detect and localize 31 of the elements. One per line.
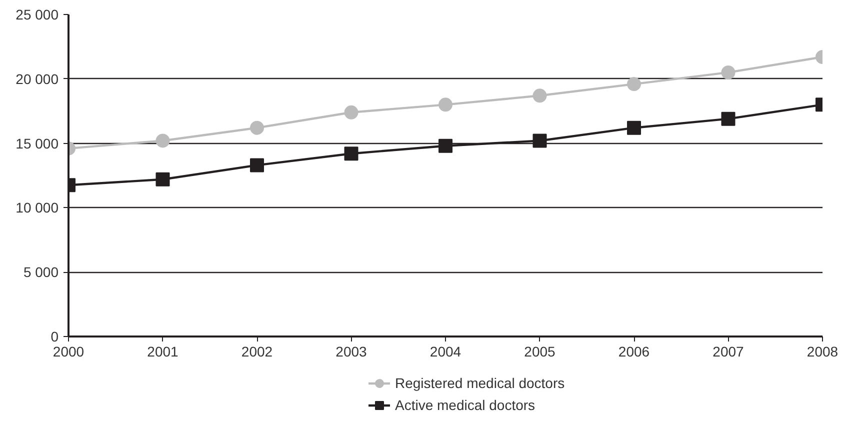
legend-label: Registered medical doctors bbox=[395, 375, 565, 391]
y-tick-label: 20 000 bbox=[16, 70, 59, 87]
x-tick-label: 2002 bbox=[241, 344, 273, 360]
point bbox=[250, 120, 264, 135]
y-tick-label: 0 bbox=[50, 328, 59, 344]
x-tick-label: 2005 bbox=[524, 344, 556, 360]
point bbox=[721, 112, 736, 126]
point bbox=[156, 172, 170, 186]
point bbox=[627, 120, 641, 135]
point bbox=[250, 158, 264, 172]
point bbox=[532, 134, 547, 148]
point bbox=[627, 77, 641, 92]
point bbox=[156, 134, 170, 148]
y-tick-label: 10 000 bbox=[16, 200, 59, 216]
point bbox=[344, 105, 358, 120]
x-tick-label: 2006 bbox=[618, 344, 650, 360]
y-tick-label: 15 000 bbox=[16, 135, 59, 152]
point bbox=[721, 65, 736, 80]
x-tick-label: 2007 bbox=[712, 344, 744, 360]
y-tick-label: 5 000 bbox=[23, 264, 59, 280]
x-tick-label: 2000 bbox=[52, 344, 84, 360]
x-tick-label: 2003 bbox=[336, 344, 368, 360]
x-tick-label: 2001 bbox=[147, 344, 179, 360]
point bbox=[438, 138, 452, 153]
x-tick-label: 2004 bbox=[430, 344, 462, 360]
point bbox=[344, 146, 358, 161]
legend-label: Active medical doctors bbox=[395, 397, 536, 413]
y-tick-label: 25 000 bbox=[16, 6, 59, 22]
point bbox=[532, 88, 547, 103]
point bbox=[438, 98, 452, 112]
x-tick-label: 2008 bbox=[806, 344, 838, 360]
